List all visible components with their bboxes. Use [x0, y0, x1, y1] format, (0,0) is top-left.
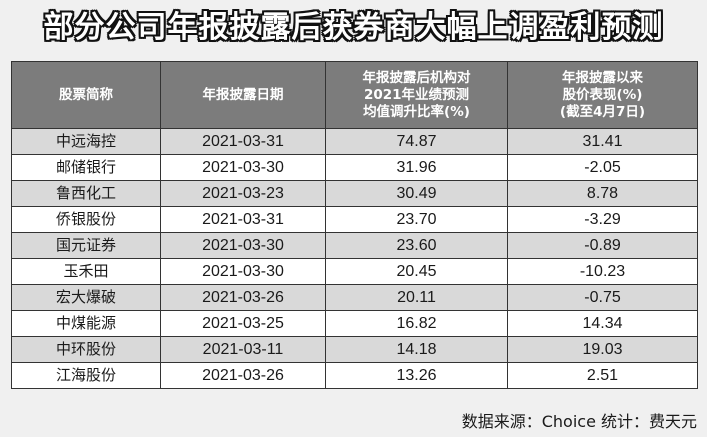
- disclosure-date-cell: 2021-03-31: [160, 206, 326, 233]
- disclosure-date-cell: 2021-03-30: [160, 154, 326, 181]
- price-change-cell: -0.89: [507, 232, 698, 259]
- disclosure-date-cell: 2021-03-30: [160, 258, 326, 285]
- stock-name-cell: 宏大爆破: [11, 284, 161, 311]
- table-row: 宏大爆破 2021-03-26 20.11 -0.75: [11, 284, 698, 311]
- source-note: 数据来源：Choice 统计：费天元: [461, 412, 697, 431]
- stock-name-cell: 鲁西化工: [11, 180, 161, 207]
- disclosure-date-cell: 2021-03-30: [160, 232, 326, 259]
- forecast-table: 股票简称 年报披露日期 年报披露后机构对 2021年业绩预测 均值调升比率(%) 年…: [11, 61, 698, 389]
- table-row: 中环股份 2021-03-11 14.18 19.03: [11, 336, 698, 363]
- column-header-disclosure-date: 年报披露日期: [160, 61, 326, 129]
- price-change-cell: 31.41: [507, 128, 698, 155]
- table-header-row: 股票简称 年报披露日期 年报披露后机构对 2021年业绩预测 均值调升比率(%) 年…: [11, 61, 698, 129]
- forecast-raise-cell: 30.49: [325, 180, 508, 207]
- column-header-forecast-raise: 年报披露后机构对 2021年业绩预测 均值调升比率(%): [325, 61, 508, 129]
- stock-name-cell: 中远海控: [11, 128, 161, 155]
- table-row: 中煤能源 2021-03-25 16.82 14.34: [11, 310, 698, 337]
- table-row: 鲁西化工 2021-03-23 30.49 8.78: [11, 180, 698, 207]
- price-change-cell: 14.34: [507, 310, 698, 337]
- disclosure-date-cell: 2021-03-26: [160, 284, 326, 311]
- disclosure-date-cell: 2021-03-23: [160, 180, 326, 207]
- price-change-cell: -2.05: [507, 154, 698, 181]
- forecast-raise-cell: 23.70: [325, 206, 508, 233]
- stock-name-cell: 国元证券: [11, 232, 161, 259]
- forecast-raise-cell: 14.18: [325, 336, 508, 363]
- table-row: 中远海控 2021-03-31 74.87 31.41: [11, 128, 698, 155]
- table-row: 江海股份 2021-03-26 13.26 2.51: [11, 362, 698, 389]
- forecast-raise-cell: 20.45: [325, 258, 508, 285]
- page-title: 部分公司年报披露后获券商大幅上调盈利预测: [43, 10, 664, 45]
- table-row: 侨银股份 2021-03-31 23.70 -3.29: [11, 206, 698, 233]
- price-change-cell: -3.29: [507, 206, 698, 233]
- price-change-cell: 19.03: [507, 336, 698, 363]
- forecast-raise-cell: 16.82: [325, 310, 508, 337]
- table-row: 玉禾田 2021-03-30 20.45 -10.23: [11, 258, 698, 285]
- forecast-raise-cell: 13.26: [325, 362, 508, 389]
- disclosure-date-cell: 2021-03-26: [160, 362, 326, 389]
- stock-name-cell: 邮储银行: [11, 154, 161, 181]
- stock-name-cell: 玉禾田: [11, 258, 161, 285]
- column-header-stock-name: 股票简称: [11, 61, 161, 129]
- price-change-cell: 8.78: [507, 180, 698, 207]
- forecast-raise-cell: 20.11: [325, 284, 508, 311]
- forecast-raise-cell: 74.87: [325, 128, 508, 155]
- table-row: 国元证券 2021-03-30 23.60 -0.89: [11, 232, 698, 259]
- disclosure-date-cell: 2021-03-31: [160, 128, 326, 155]
- stock-name-cell: 江海股份: [11, 362, 161, 389]
- stock-name-cell: 中煤能源: [11, 310, 161, 337]
- disclosure-date-cell: 2021-03-25: [160, 310, 326, 337]
- forecast-raise-cell: 31.96: [325, 154, 508, 181]
- forecast-raise-cell: 23.60: [325, 232, 508, 259]
- column-header-price-change: 年报披露以来 股价表现(%) (截至4月7日): [507, 61, 698, 129]
- table-row: 邮储银行 2021-03-30 31.96 -2.05: [11, 154, 698, 181]
- stock-name-cell: 中环股份: [11, 336, 161, 363]
- stock-name-cell: 侨银股份: [11, 206, 161, 233]
- price-change-cell: -10.23: [507, 258, 698, 285]
- disclosure-date-cell: 2021-03-11: [160, 336, 326, 363]
- price-change-cell: -0.75: [507, 284, 698, 311]
- price-change-cell: 2.51: [507, 362, 698, 389]
